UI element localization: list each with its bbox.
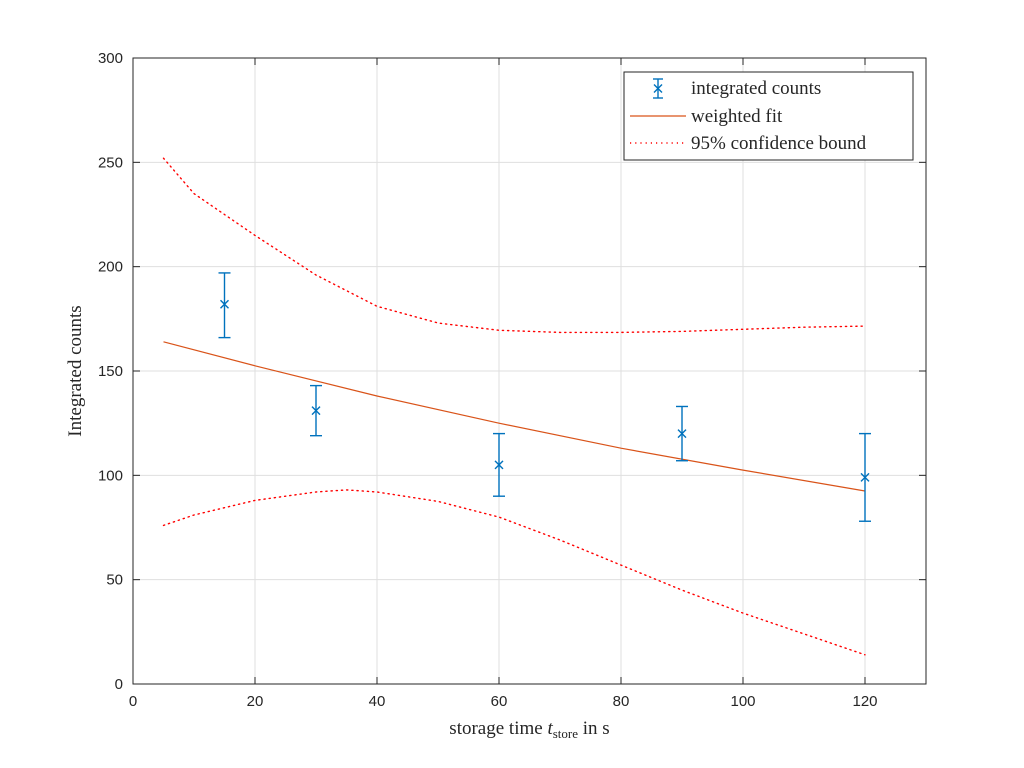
legend-label-integrated-counts: integrated counts: [691, 78, 821, 99]
y-tick-label: 250: [98, 154, 123, 171]
y-tick-label: 150: [98, 363, 123, 380]
x-tick-label: 20: [247, 693, 264, 710]
legend-label-confidence-bound: 95% confidence bound: [691, 133, 867, 154]
x-tick-label: 100: [730, 693, 755, 710]
x-marker-stroke: [494, 460, 504, 470]
data-point-errorbar: [676, 405, 688, 462]
legend: integrated counts weighted fit 95% confi…: [623, 71, 914, 161]
x-marker-stroke: [311, 406, 321, 416]
y-tick-label: 100: [98, 467, 123, 484]
confidence-bound-lower: [162, 489, 866, 656]
y-tick-label: 0: [115, 676, 123, 693]
x-tick-label: 40: [369, 693, 386, 710]
ticks: 0 20 40 60 80 100 120 0 50 100 150 200 250 300: [98, 50, 926, 710]
x-axis-title: storage time tstore in s: [449, 718, 609, 741]
x-marker-stroke: [860, 472, 870, 482]
weighted-fit-line: [163, 341, 866, 492]
data-layer: [162, 157, 871, 656]
y-tick-label: 200: [98, 259, 123, 276]
grid-lines: [133, 58, 926, 684]
x-tick-label: 0: [129, 693, 137, 710]
data-point-errorbar: [310, 384, 322, 437]
y-tick-label: 300: [98, 50, 123, 67]
y-axis-title: Integrated counts: [65, 305, 86, 436]
legend-label-weighted-fit: weighted fit: [691, 106, 783, 127]
x-tick-label: 120: [852, 693, 877, 710]
x-tick-label: 60: [491, 693, 508, 710]
data-point-errorbar: [218, 272, 231, 339]
data-point-errorbar: [859, 432, 871, 522]
x-marker-stroke: [220, 299, 229, 309]
legend-errorbar-marker: [653, 78, 663, 99]
y-tick-label: 50: [106, 572, 123, 589]
data-point-errorbar: [493, 432, 505, 497]
x-tick-label: 80: [613, 693, 630, 710]
confidence-bound-upper: [162, 157, 866, 334]
x-marker-stroke: [677, 429, 687, 439]
